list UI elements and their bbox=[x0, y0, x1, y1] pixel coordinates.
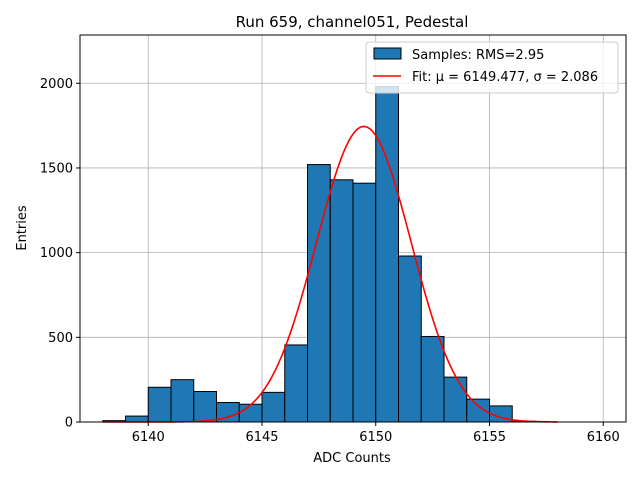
x-axis-label: ADC Counts bbox=[313, 451, 391, 466]
histogram-bar bbox=[420, 335, 445, 423]
histogram-bar bbox=[238, 403, 263, 423]
histogram-bar bbox=[443, 376, 468, 423]
plot-frame bbox=[79, 34, 627, 423]
x-tick-label: 6140 bbox=[132, 430, 165, 445]
histogram-bar bbox=[170, 379, 195, 423]
y-tick-label: 1500 bbox=[40, 161, 73, 176]
legend-histogram-label: Samples: RMS=2.95 bbox=[412, 48, 544, 63]
x-tick-label: 6155 bbox=[473, 430, 506, 445]
chart-title: Run 659, channel051, Pedestal bbox=[236, 13, 469, 31]
y-tick-label: 2000 bbox=[40, 77, 73, 92]
y-axis-label: Entries bbox=[15, 205, 30, 251]
histogram-bars bbox=[102, 86, 536, 423]
y-axis-ticks: 0 500 1000 1500 2000 bbox=[40, 77, 80, 431]
histogram-bar bbox=[398, 255, 422, 423]
legend: Samples: RMS=2.95 Fit: μ = 6149.477, σ =… bbox=[365, 41, 619, 94]
legend-bar-swatch bbox=[373, 47, 402, 60]
legend-box bbox=[365, 41, 619, 94]
legend-fit-label: Fit: μ = 6149.477, σ = 2.086 bbox=[412, 70, 598, 85]
histogram-bar bbox=[352, 182, 377, 423]
y-tick-label: 0 bbox=[65, 416, 73, 431]
histogram-bar bbox=[147, 386, 172, 423]
x-tick-label: 6160 bbox=[587, 430, 620, 445]
histogram-bar bbox=[261, 391, 286, 423]
histogram-bar bbox=[329, 179, 354, 423]
histogram-bar bbox=[125, 415, 149, 423]
x-axis-ticks: 6140 6145 6150 6155 6160 bbox=[132, 422, 620, 445]
x-tick-label: 6145 bbox=[245, 430, 278, 445]
y-tick-label: 1000 bbox=[40, 246, 73, 261]
x-tick-label: 6150 bbox=[359, 430, 392, 445]
histogram-bar bbox=[193, 391, 217, 423]
y-tick-label: 500 bbox=[48, 331, 73, 346]
histogram-bar bbox=[375, 86, 399, 423]
histogram-bar bbox=[284, 344, 308, 423]
